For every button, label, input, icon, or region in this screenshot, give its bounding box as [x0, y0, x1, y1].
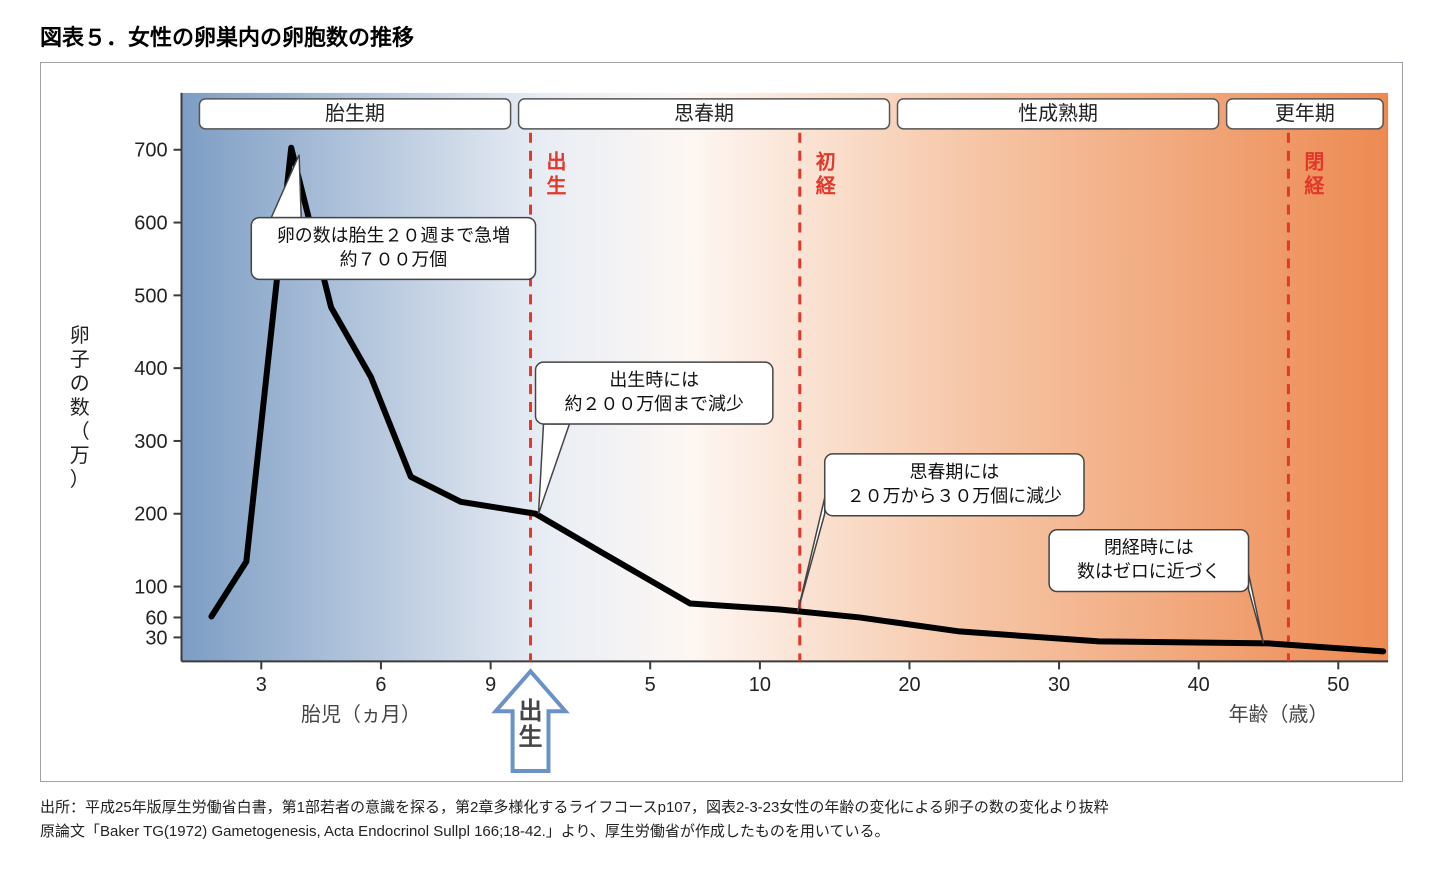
- y-tick-label: 30: [145, 627, 167, 649]
- birth-arrow-label: 生: [519, 724, 543, 751]
- y-tick-label: 500: [134, 285, 167, 307]
- y-axis-label-char: 数: [70, 396, 90, 419]
- footnote-line-1: 出所：平成25年版厚生労働省白書，第1部若者の意識を探る，第2章多様化するライフ…: [40, 796, 1403, 820]
- y-tick-label: 100: [134, 577, 167, 599]
- y-tick-label: 400: [134, 358, 167, 380]
- y-axis-label-char: 子: [70, 349, 90, 371]
- event-label: 出: [546, 151, 566, 174]
- callout-text: 卵の数は胎生２０週まで急増: [277, 226, 510, 246]
- chart-svg: 3060100200300400500600700卵子の数（万）36951020…: [41, 63, 1402, 781]
- event-label: 閉: [1304, 151, 1324, 174]
- y-axis-label-char: （: [70, 421, 90, 443]
- event-label: 生: [546, 175, 566, 198]
- callout-text: 出生時には: [609, 370, 699, 390]
- phase-label: 胎生期: [325, 102, 385, 125]
- y-tick-label: 300: [134, 431, 167, 453]
- x-tick-label: 20: [898, 674, 920, 696]
- x-tick-label: 10: [749, 674, 771, 696]
- callout-text: 思春期には: [910, 462, 1000, 482]
- phase-label: 性成熟期: [1018, 102, 1098, 125]
- event-label: 初: [816, 150, 836, 174]
- phase-label: 更年期: [1275, 102, 1335, 125]
- y-tick-label: 700: [134, 140, 167, 162]
- x-segment-label-age: 年齢（歳）: [1229, 703, 1329, 726]
- x-segment-label-fetal: 胎児（ヵ月）: [301, 703, 421, 726]
- figure-title: 図表５．女性の卵巣内の卵胞数の推移: [40, 20, 1403, 52]
- callout-text: 閉経時には: [1104, 538, 1194, 558]
- x-tick-label: 40: [1188, 674, 1210, 696]
- y-axis-label-char: の: [70, 373, 90, 395]
- y-tick-label: 600: [134, 213, 167, 235]
- callout-text: 約７００万個: [340, 249, 448, 269]
- event-label: 経: [1304, 174, 1325, 198]
- callout-text: 数はゼロに近づく: [1077, 562, 1220, 582]
- y-tick-label: 60: [145, 607, 167, 629]
- y-axis-label-char: 卵: [70, 324, 90, 347]
- event-label: 経: [816, 174, 837, 198]
- callout-text: 約２００万個まで減少: [564, 394, 743, 414]
- birth-arrow-label: 出: [519, 698, 543, 725]
- y-axis-label-char: ）: [70, 469, 90, 491]
- x-tick-label: 5: [645, 674, 656, 696]
- x-tick-label: 30: [1048, 674, 1070, 696]
- callout-text: ２０万から３０万個に減少: [847, 486, 1062, 506]
- x-tick-label: 9: [485, 674, 496, 696]
- chart-container: 3060100200300400500600700卵子の数（万）36951020…: [40, 62, 1403, 782]
- y-axis-label-char: 万: [70, 445, 90, 467]
- footnote-line-2: 原論文「Baker TG(1972) Gametogenesis, Acta E…: [40, 820, 1403, 844]
- x-tick-label: 50: [1327, 674, 1349, 696]
- footnote: 出所：平成25年版厚生労働省白書，第1部若者の意識を探る，第2章多様化するライフ…: [40, 796, 1403, 844]
- y-tick-label: 200: [134, 504, 167, 526]
- phase-label: 思春期: [674, 102, 734, 125]
- x-tick-label: 6: [375, 674, 386, 696]
- x-tick-label: 3: [256, 674, 267, 696]
